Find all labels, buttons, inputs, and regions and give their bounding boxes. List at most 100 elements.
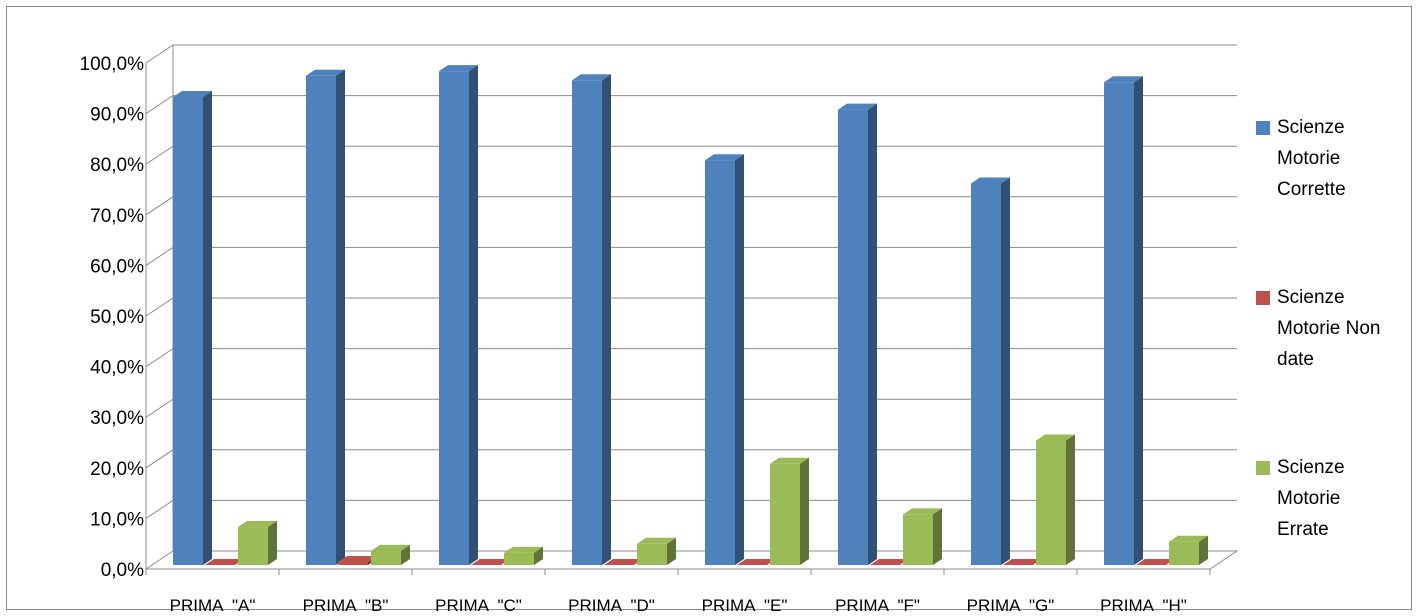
bar-top xyxy=(238,521,277,528)
bar-top xyxy=(604,559,643,565)
x-tick-label: PRIMA "G" xyxy=(967,596,1055,615)
x-tick-label: PRIMA "E" xyxy=(702,596,788,615)
x-tick-label: PRIMA "C" xyxy=(435,596,522,615)
bar-side xyxy=(735,154,744,565)
x-tick-label: PRIMA "A" xyxy=(170,596,256,615)
bar-top xyxy=(504,546,543,553)
bar-side xyxy=(336,69,345,565)
bar xyxy=(838,103,877,565)
bar xyxy=(371,544,410,565)
bar xyxy=(971,177,1010,565)
legend-label: Motorie Non xyxy=(1277,318,1381,339)
y-tick-label: 40,0% xyxy=(90,358,144,379)
bar xyxy=(1003,559,1042,565)
bar-side xyxy=(933,508,942,565)
legend-swatch xyxy=(1256,461,1270,475)
bar-side xyxy=(268,521,277,565)
bar-front xyxy=(637,543,667,565)
bar-front xyxy=(572,80,602,565)
legend-label: Errate xyxy=(1277,519,1329,540)
bar xyxy=(439,65,478,566)
legend-label: Corrette xyxy=(1277,179,1346,200)
bar-top xyxy=(173,90,212,97)
bar-top xyxy=(1169,535,1208,542)
bar xyxy=(637,537,676,565)
y-tick-label: 90,0% xyxy=(90,105,144,126)
bar xyxy=(1136,559,1175,565)
bar-top xyxy=(338,555,377,562)
bar-top xyxy=(1104,76,1143,83)
bars xyxy=(173,65,1208,566)
bar-side xyxy=(469,65,478,566)
bar-front xyxy=(306,75,336,565)
legend-label: Scienze xyxy=(1277,457,1345,478)
bar-front xyxy=(1169,541,1199,565)
bar-top xyxy=(471,559,510,565)
bar xyxy=(903,508,942,565)
bar xyxy=(306,69,345,565)
legend-item: Scienze Motorie Errate xyxy=(1256,457,1345,540)
bar-side xyxy=(401,544,410,565)
bar xyxy=(604,559,643,565)
bar-top xyxy=(903,508,942,515)
floor xyxy=(144,550,1239,570)
bar-front xyxy=(705,160,735,565)
y-tick-label: 70,0% xyxy=(90,206,144,227)
y-tick-label: 50,0% xyxy=(90,307,144,328)
bar-front xyxy=(439,71,469,566)
bar-front xyxy=(338,561,368,565)
bar-top xyxy=(572,74,611,81)
bar xyxy=(870,559,909,565)
y-axis: 0,0% 10,0% 20,0% 30,0% 40,0% 50,0% 60,0% 70,0% 8… xyxy=(80,54,147,581)
bar-top xyxy=(1036,434,1075,441)
bar-side xyxy=(534,546,543,565)
bar xyxy=(1104,76,1143,565)
bar-side xyxy=(602,74,611,565)
bar-front xyxy=(838,109,868,565)
gridline xyxy=(145,95,1237,115)
legend-swatch xyxy=(1256,121,1270,135)
bar-front xyxy=(238,527,268,565)
bar-top xyxy=(705,154,744,161)
legend-item: Scienze Motorie Non date xyxy=(1256,287,1381,370)
gridline xyxy=(145,44,1237,64)
legend-label: date xyxy=(1277,349,1314,370)
y-tick-label: 100,0% xyxy=(80,54,145,75)
legend: Scienze Motorie Corrette Scienze Motorie Non… xyxy=(1256,117,1381,540)
bar-top xyxy=(439,65,478,72)
bar-front xyxy=(371,550,401,565)
bar-top xyxy=(838,103,877,110)
bar-top xyxy=(870,559,909,565)
x-tick-label: PRIMA "B" xyxy=(303,596,389,615)
bar-top xyxy=(205,559,244,565)
bar-side xyxy=(800,457,809,565)
bar xyxy=(572,74,611,565)
y-tick-label: 20,0% xyxy=(90,459,144,480)
bar xyxy=(770,457,809,565)
y-tick-label: 80,0% xyxy=(90,155,144,176)
y-tick-label: 30,0% xyxy=(90,408,144,429)
x-tick-label: PRIMA "D" xyxy=(568,596,655,615)
bar-top xyxy=(306,69,345,76)
bar-side xyxy=(667,537,676,565)
bar-front xyxy=(903,514,933,565)
bar-front xyxy=(173,96,203,565)
bar xyxy=(205,559,244,565)
bar xyxy=(238,521,277,565)
bar xyxy=(471,559,510,565)
bar-front xyxy=(504,552,534,565)
bar-top xyxy=(1003,559,1042,565)
bar-top xyxy=(737,559,776,565)
bar-front xyxy=(1036,440,1066,565)
bar-side xyxy=(203,90,212,565)
bar-side xyxy=(1134,76,1143,565)
bar xyxy=(504,546,543,565)
bar-top xyxy=(770,457,809,464)
legend-label: Scienze xyxy=(1277,117,1345,138)
bar-front xyxy=(1104,82,1134,565)
y-tick-label: 0,0% xyxy=(101,560,144,581)
x-tick-label: PRIMA "F" xyxy=(835,596,920,615)
bar-side xyxy=(1001,177,1010,565)
bar-top xyxy=(971,177,1010,184)
